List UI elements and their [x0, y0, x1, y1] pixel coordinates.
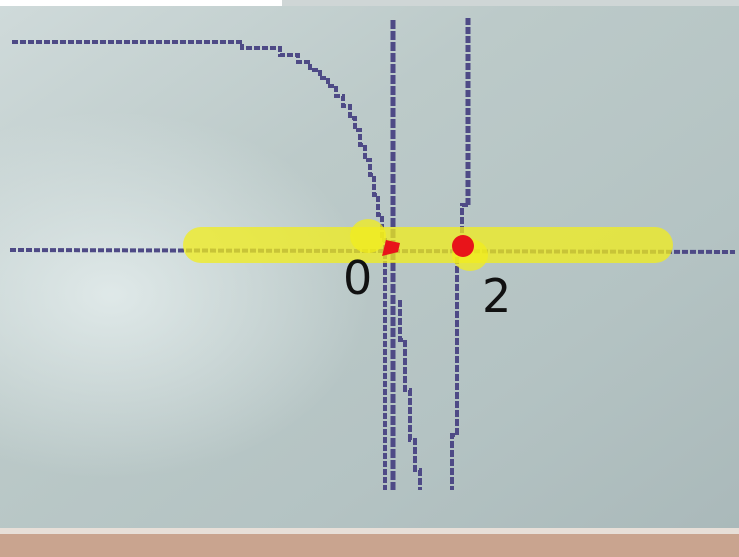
highlight-blob — [350, 219, 386, 253]
highlight — [183, 227, 673, 263]
case-edge — [0, 528, 739, 534]
label-two: 2 — [482, 269, 511, 323]
corner — [0, 0, 282, 6]
case-edge — [0, 531, 739, 557]
page: 0 2 (() => { const data = JSON.parse(doc… — [0, 0, 739, 557]
photo: 0 2 — [0, 0, 739, 557]
red-dot — [452, 235, 474, 257]
corner — [282, 0, 739, 6]
label-zero: 0 — [343, 251, 372, 305]
